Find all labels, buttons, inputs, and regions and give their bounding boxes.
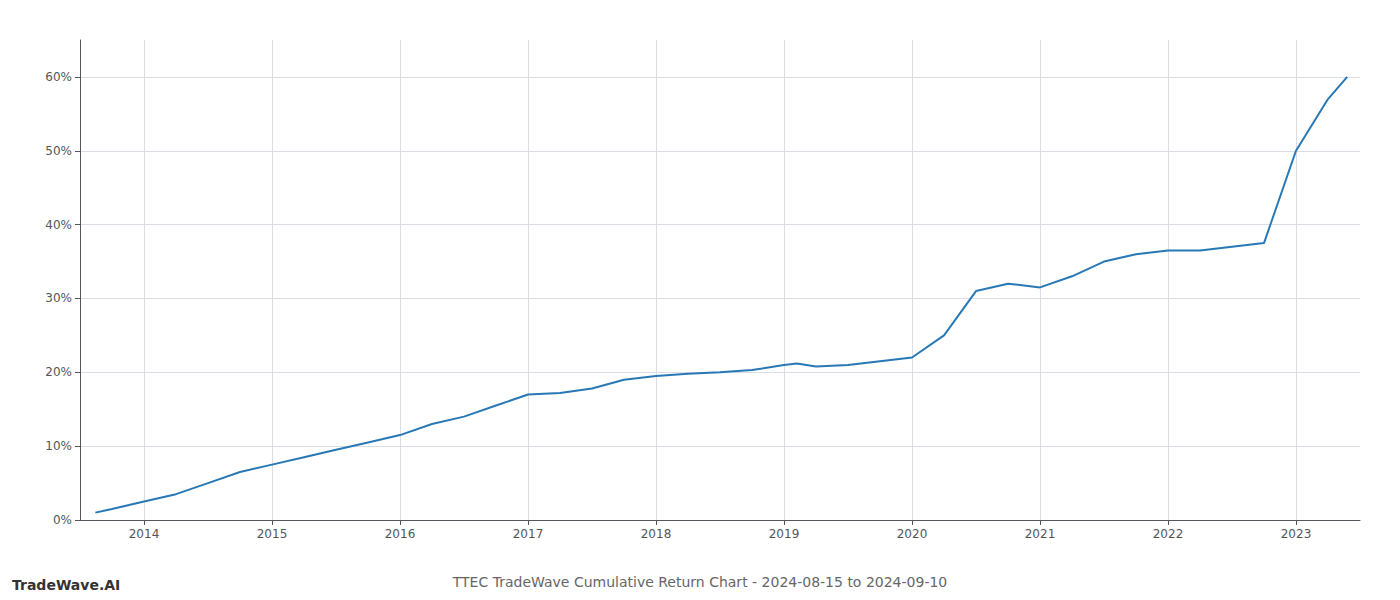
svg-text:TradeWave.AI: TradeWave.AI xyxy=(12,577,120,593)
svg-text:2019: 2019 xyxy=(769,527,800,541)
svg-text:20%: 20% xyxy=(45,365,72,379)
svg-text:2021: 2021 xyxy=(1025,527,1056,541)
svg-text:60%: 60% xyxy=(45,70,72,84)
svg-text:2023: 2023 xyxy=(1281,527,1312,541)
svg-text:40%: 40% xyxy=(45,218,72,232)
svg-text:2020: 2020 xyxy=(897,527,928,541)
svg-text:2017: 2017 xyxy=(513,527,544,541)
svg-text:50%: 50% xyxy=(45,144,72,158)
svg-text:2014: 2014 xyxy=(129,527,160,541)
svg-text:2022: 2022 xyxy=(1153,527,1184,541)
svg-text:2018: 2018 xyxy=(641,527,672,541)
svg-text:2016: 2016 xyxy=(385,527,416,541)
svg-text:10%: 10% xyxy=(45,439,72,453)
svg-text:30%: 30% xyxy=(45,291,72,305)
svg-text:TTEC TradeWave Cumulative Retu: TTEC TradeWave Cumulative Return Chart -… xyxy=(452,574,948,590)
svg-text:0%: 0% xyxy=(53,513,72,527)
svg-text:2015: 2015 xyxy=(257,527,288,541)
